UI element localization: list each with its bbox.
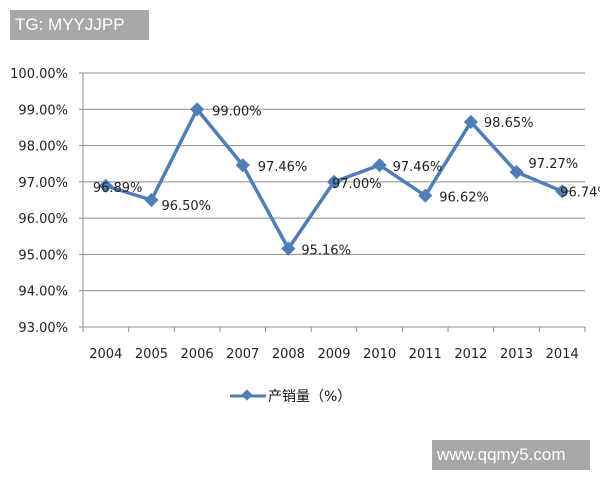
x-tick-label: 2004	[89, 347, 122, 362]
watermark-top: TG: MYYJJPP	[10, 10, 149, 40]
data-label: 96.74%	[560, 185, 600, 200]
legend-label: 产销量（%）	[268, 389, 352, 405]
data-label: 96.62%	[439, 191, 489, 206]
y-tick-label: 96.00%	[18, 212, 68, 227]
data-point-marker	[144, 192, 159, 208]
data-label: 99.00%	[212, 104, 262, 119]
data-point-marker	[281, 241, 296, 256]
y-tick-label: 93.00%	[18, 321, 68, 336]
y-tick-label: 95.00%	[18, 248, 68, 263]
data-label: 96.50%	[161, 199, 211, 214]
x-tick-label: 2009	[317, 347, 350, 362]
data-point-marker	[235, 158, 250, 173]
x-tick-label: 2012	[454, 347, 487, 362]
x-tick-label: 2010	[363, 347, 396, 362]
data-point-marker	[326, 174, 342, 189]
y-tick-label: 94.00%	[18, 285, 68, 300]
data-point-marker	[372, 158, 387, 173]
data-label: 97.27%	[529, 157, 579, 172]
diamond-line-marker-icon	[230, 389, 266, 401]
x-tick-label: 2014	[546, 347, 579, 362]
x-tick-label: 2006	[181, 347, 214, 362]
x-tick-label: 2008	[272, 347, 305, 362]
data-label: 98.65%	[484, 116, 534, 131]
watermark-bottom: www.qqmy5.com	[432, 440, 590, 470]
x-tick-label: 2011	[409, 347, 442, 362]
data-point-marker	[418, 188, 433, 203]
data-label: 97.00%	[332, 177, 382, 192]
y-tick-label: 97.00%	[18, 176, 68, 191]
data-point-marker	[555, 184, 570, 199]
y-tick-label: 98.00%	[18, 140, 68, 155]
x-tick-label: 2007	[226, 347, 259, 362]
y-tick-label: 99.00%	[18, 103, 68, 118]
data-label: 96.89%	[93, 181, 143, 196]
data-label: 97.46%	[258, 160, 308, 175]
data-point-marker	[463, 114, 478, 130]
x-tick-label: 2013	[500, 347, 533, 362]
x-tick-label: 2005	[135, 347, 168, 362]
data-label: 97.46%	[393, 160, 443, 175]
legend: 产销量（%）	[230, 386, 351, 406]
y-tick-label: 100.00%	[10, 67, 68, 82]
data-label: 95.16%	[301, 244, 351, 259]
